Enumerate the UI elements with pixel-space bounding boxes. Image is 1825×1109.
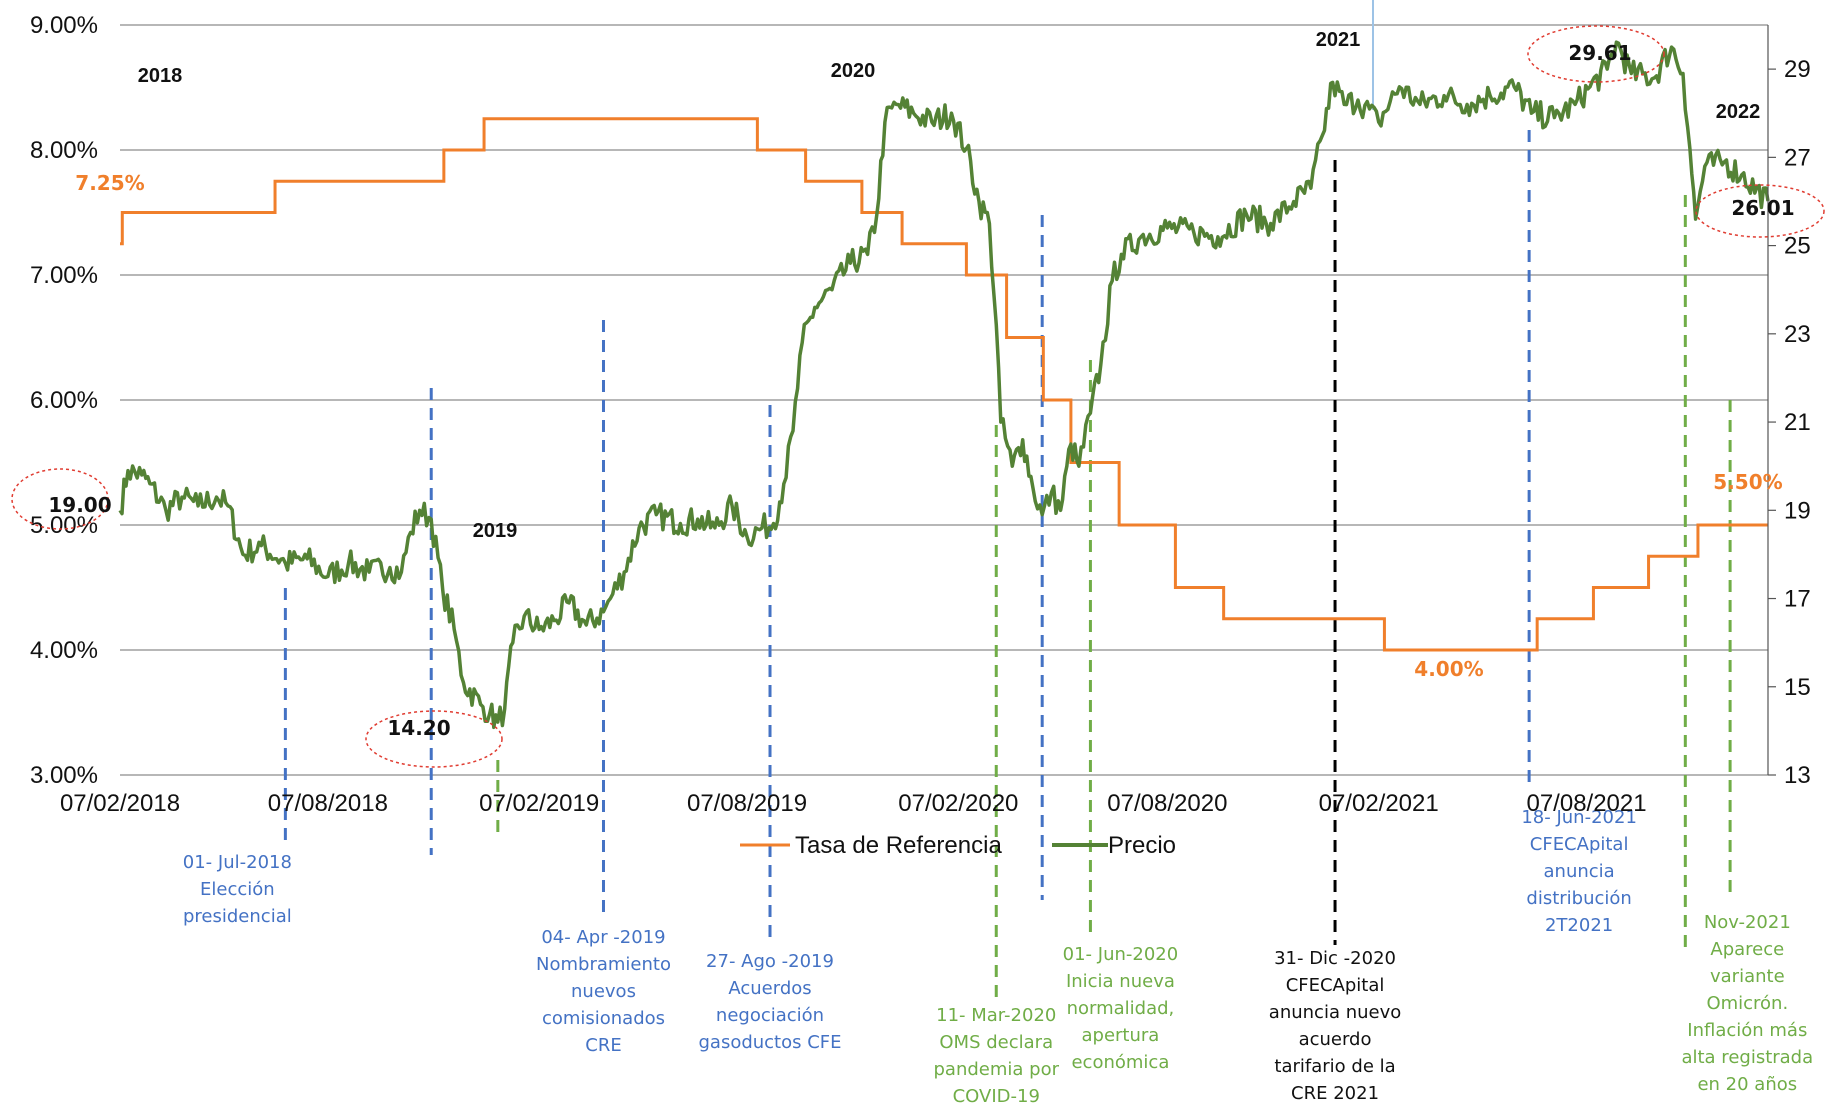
callout-rate_min: 4.00% (1414, 657, 1483, 681)
y-left-tick-label: 4.00% (30, 637, 98, 664)
x-tick-label: 07/08/2021 (1526, 790, 1646, 817)
series-layer (118, 40, 1770, 730)
y-left-tick-label: 6.00% (30, 387, 98, 414)
callout-rate_start: 7.25% (75, 171, 144, 195)
event-text-line: COVID-19 (953, 1086, 1040, 1107)
y-right-tick-label: 21 (1784, 409, 1811, 436)
y-right-tick-label: 25 (1784, 233, 1811, 260)
legend: Tasa de Referencia Precio (740, 832, 1176, 859)
event-text-line: anuncia (1544, 861, 1615, 882)
x-tick-label: 07/08/2018 (268, 790, 388, 817)
event-text-line: comisionados (542, 1008, 665, 1029)
y-right-tick-label: 13 (1784, 762, 1811, 789)
grid-layer (120, 24, 1768, 776)
event-text-line: presidencial (183, 906, 292, 927)
year-label-2021: 2021 (1316, 29, 1361, 51)
event-text-line: acuerdo (1299, 1029, 1372, 1050)
y-right-tick-label: 17 (1784, 586, 1811, 613)
year-label-2020: 2020 (831, 60, 876, 82)
event-text-line: pandemia por (934, 1059, 1060, 1080)
x-tick-label: 07/02/2018 (60, 790, 180, 817)
x-tick-label: 07/02/2019 (479, 790, 599, 817)
event-text-line: CRE (585, 1035, 621, 1056)
event-text-line: 27- Ago -2019 (706, 951, 834, 972)
event-text-line: 11- Mar-2020 (936, 1005, 1056, 1026)
event-text-line: Acuerdos (728, 978, 811, 999)
y-left-tick-label: 5.00% (30, 512, 98, 539)
x-tick-label: 07/08/2020 (1107, 790, 1227, 817)
event-text-line: anuncia nuevo (1269, 1002, 1401, 1023)
event-text-line: variante (1710, 966, 1785, 987)
y-right-tick-label: 23 (1784, 321, 1811, 348)
callout-price_start: 19.00 (48, 493, 111, 517)
legend-label-tasa: Tasa de Referencia (795, 832, 1002, 859)
callout-circle-price_min (365, 710, 503, 768)
event-text-line: 01- Jul-2018 (183, 852, 292, 873)
event-text-line: negociación (716, 1005, 824, 1026)
event-text-line: en 20 años (1697, 1074, 1797, 1095)
callout-circle-price_max (1527, 25, 1665, 83)
event-text-line: 18- Jun-2021 (1521, 807, 1637, 828)
y-left-tick-label: 7.00% (30, 262, 98, 289)
event-text-line: Aparece (1710, 939, 1784, 960)
year-label-2018: 2018 (138, 65, 183, 87)
event-text-line: nuevos (571, 981, 636, 1002)
y-right-tick-label: 29 (1784, 56, 1811, 83)
event-text-line: OMS declara (939, 1032, 1053, 1053)
y-right-tick-label: 27 (1784, 144, 1811, 171)
event-text-line: 31- Dic -2020 (1274, 948, 1396, 969)
event-text-line: Omicrón. (1706, 993, 1788, 1014)
x-tick-label: 07/02/2020 (898, 790, 1018, 817)
y-left-tick-label: 8.00% (30, 137, 98, 164)
event-text-line: normalidad, (1067, 998, 1175, 1019)
event-markers: 01- Jul-2018 Elección presidencial 04- Apr … (183, 0, 1813, 1107)
event-text-line: Nombramiento (536, 954, 671, 975)
callout-rate_end: 5.50% (1713, 470, 1782, 494)
event-text-line: económica (1071, 1052, 1169, 1073)
x-tick-label: 07/02/2021 (1319, 790, 1439, 817)
axis-layer: 3.00% 4.00% 5.00% 6.00% 7.00% 8.00% 9.00% 13 15 1… (30, 12, 1811, 817)
label-layer: 2018 2019 2020 2021 2022 7.25% 5.50% 4.00% 19.00… (11, 25, 1825, 768)
callout-price_min: 14.20 (387, 716, 450, 740)
legend-label-precio: Precio (1108, 832, 1176, 859)
event-text-line: 01- Jun-2020 (1063, 944, 1179, 965)
callout-price_max: 29.61 (1568, 41, 1631, 65)
event-text-line: 2T2021 (1545, 915, 1613, 936)
event-text-line: CFECApital (1530, 834, 1629, 855)
callout-price_end: 26.01 (1731, 196, 1794, 220)
event-text-line: 04- Apr -2019 (541, 927, 665, 948)
y-left-tick-label: 9.00% (30, 12, 98, 39)
event-text-line: tarifario de la (1274, 1056, 1395, 1077)
series-line-tasa-de-referencia (120, 117, 1768, 652)
year-label-2022: 2022 (1716, 101, 1761, 123)
event-text-line: apertura (1082, 1025, 1160, 1046)
callout-circle-price_end (1695, 184, 1825, 238)
event-text-line: Elección (200, 879, 275, 900)
callout-circle-price_start (11, 468, 109, 530)
event-text-line: gasoductos CFE (698, 1032, 841, 1053)
event-text-line: Nov-2021 (1704, 912, 1791, 933)
year-label-2019: 2019 (473, 520, 518, 542)
event-text-line: distribución (1526, 888, 1631, 909)
x-tick-label: 07/08/2019 (687, 790, 807, 817)
y-right-tick-label: 19 (1784, 497, 1811, 524)
event-text-line: CRE 2021 (1291, 1083, 1379, 1104)
event-text-line: Inflación más (1687, 1020, 1807, 1041)
event-text-line: alta registrada (1681, 1047, 1813, 1068)
y-left-tick-label: 3.00% (30, 762, 98, 789)
event-text-line: CFECApital (1286, 975, 1385, 996)
series-line-precio (118, 40, 1770, 730)
y-right-tick-label: 15 (1784, 674, 1811, 701)
event-text-line: Inicia nueva (1066, 971, 1175, 992)
